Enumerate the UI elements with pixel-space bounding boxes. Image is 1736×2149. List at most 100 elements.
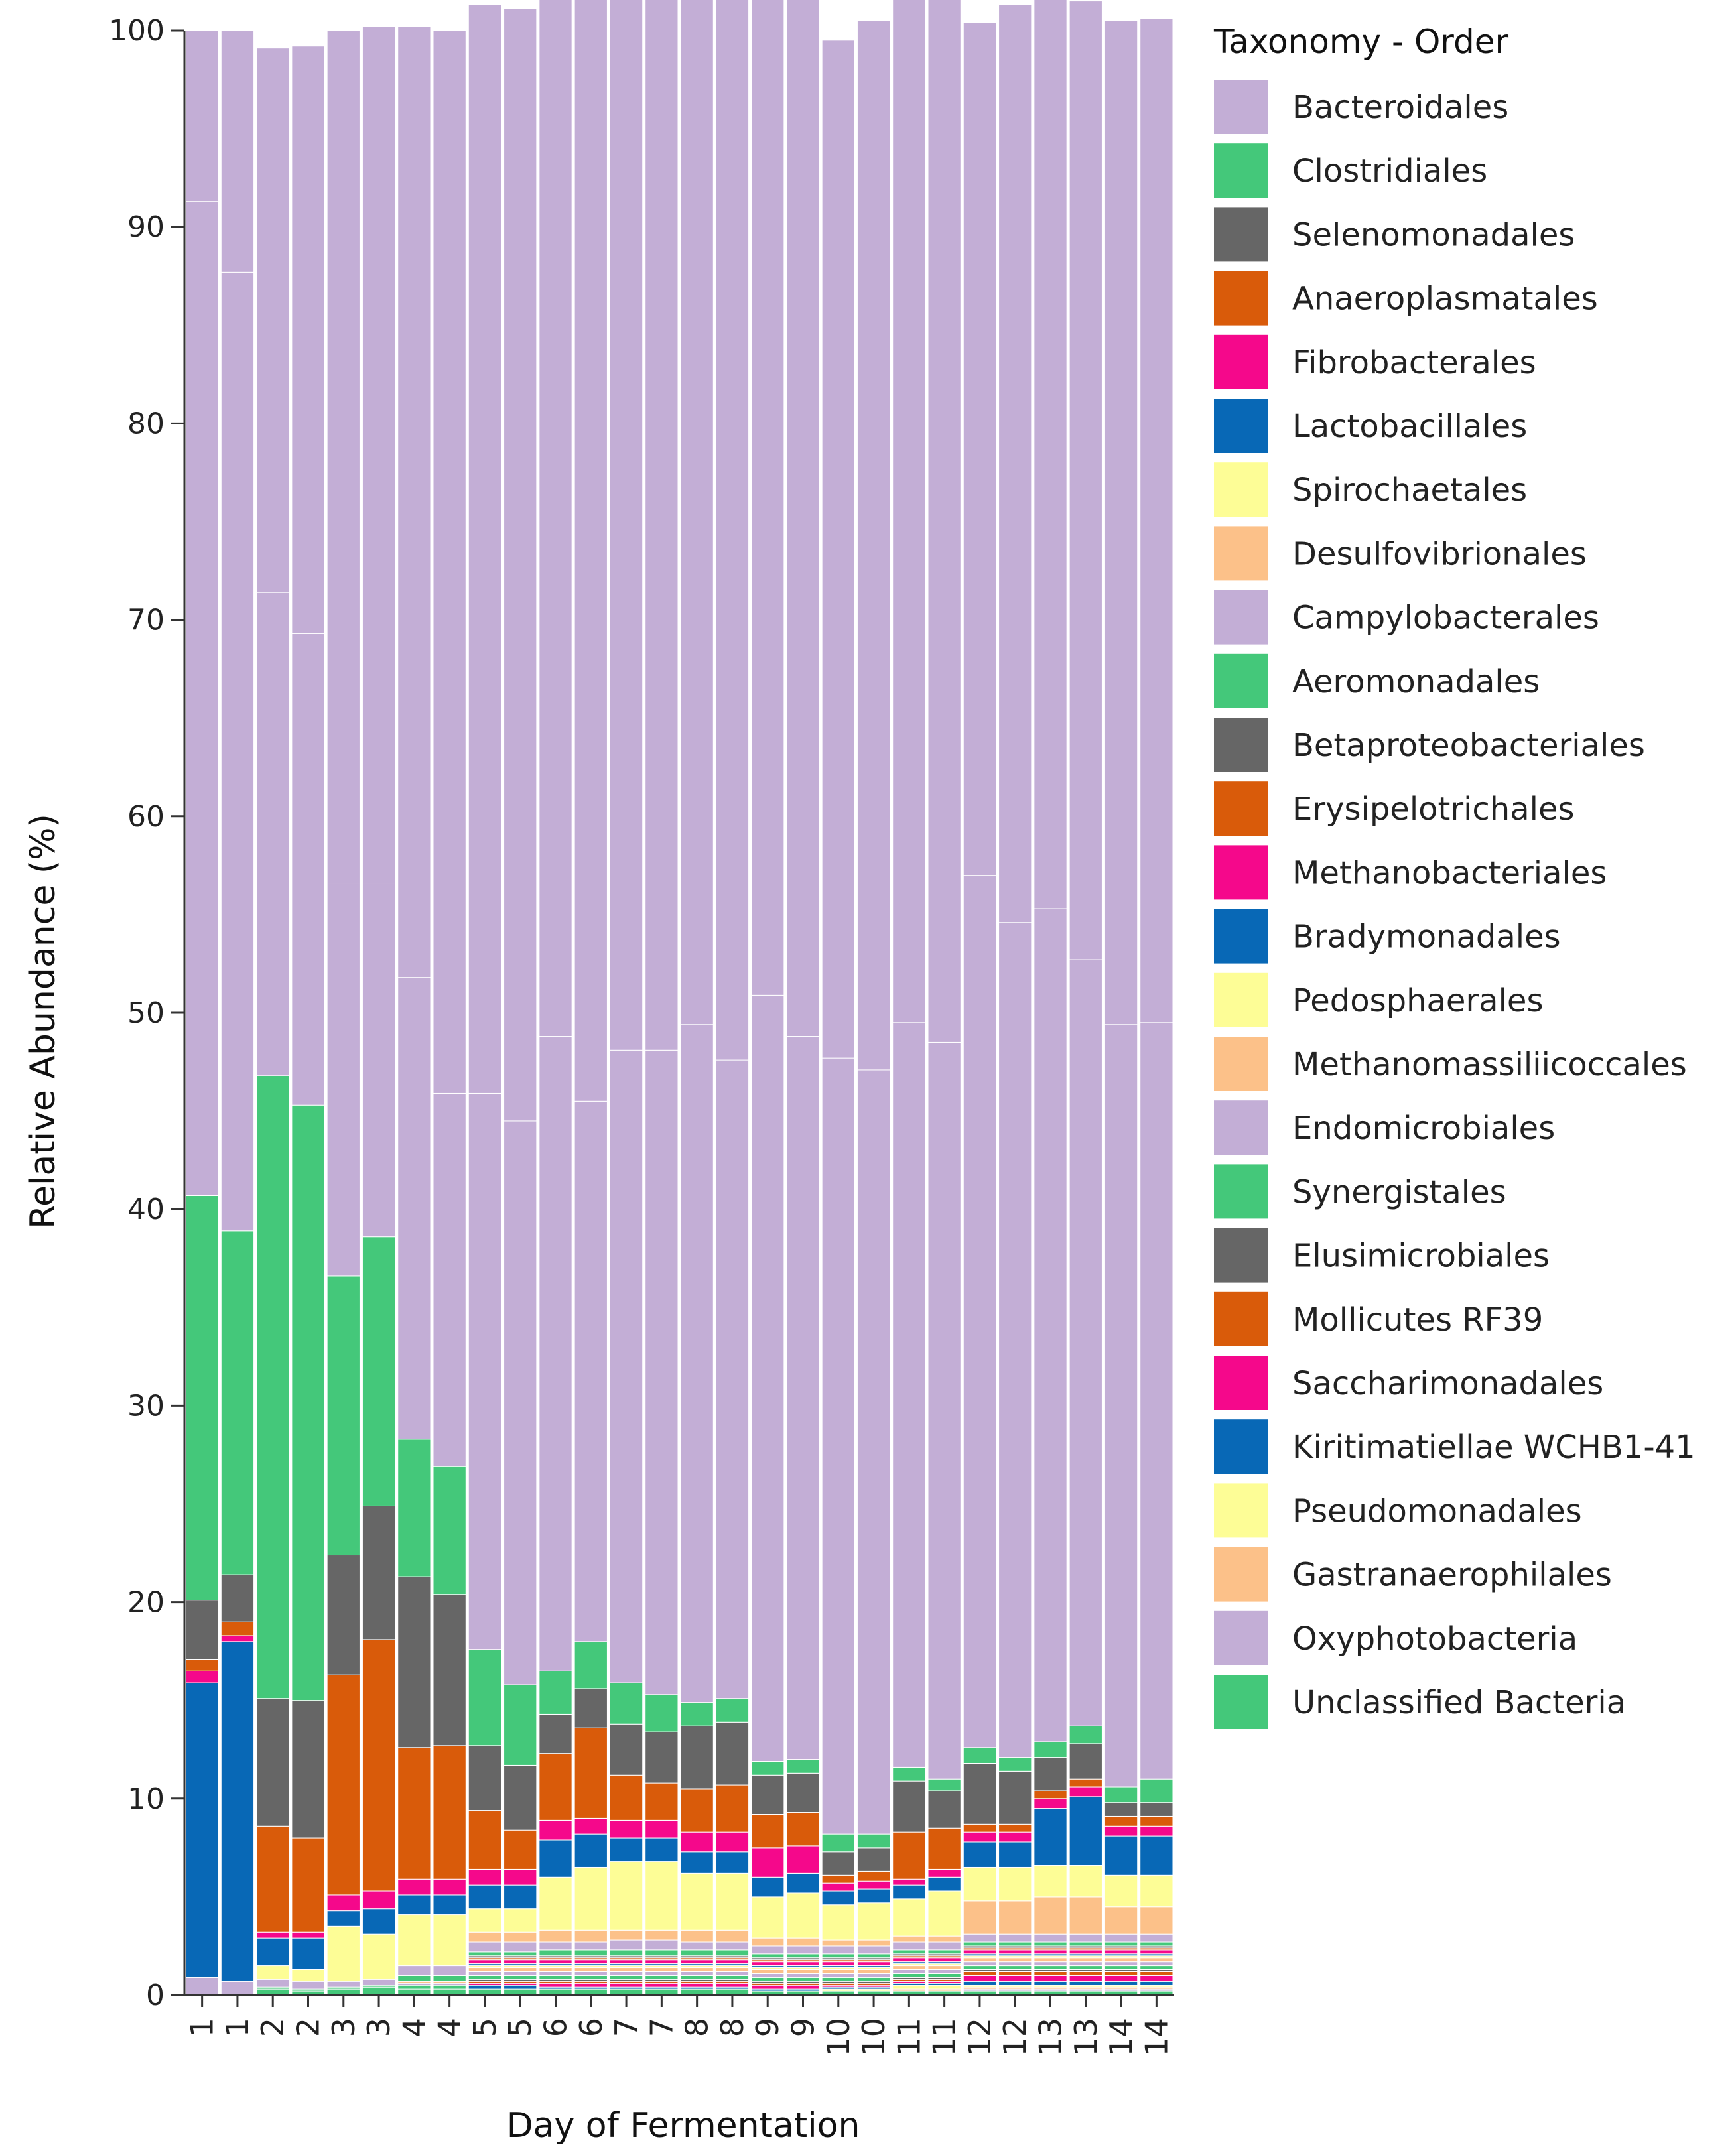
bar-segment-campylobacterales-8 [468,1941,502,1953]
legend-label-spirochaetales: Spirochaetales [1292,472,1527,509]
bar-segment-lactobacillales-10 [539,1839,572,1878]
bar-segment-selenomonadales-1 [220,1574,255,1622]
bar-segment-fibrobacterales-23 [998,1831,1032,1843]
bar-segment-selenomonadales-20 [892,1780,926,1833]
bar-segment-spirochaetales-19 [856,1902,891,1941]
bar-segment-methanobacteriales-25 [1069,1949,1102,1955]
bar-segment-saccharimonadales-17 [786,1985,820,1990]
bar-segment-fibrobacterales-19 [856,1880,891,1890]
x-tick-label: 10 [821,2018,856,2057]
x-tick-label: 14 [1138,2018,1174,2057]
bar-segment-methanobacteriales-21 [927,1957,961,1963]
bar-segment-anaeroplasmatales-7 [433,1745,466,1880]
bar-segment-clostridiales-27 [1140,1778,1173,1803]
bar-segment-clostridiales-16 [751,1761,785,1776]
bar-segment-campylobacterales-26 [1104,1933,1138,1943]
bar-segment-campylobacterales-23 [998,1933,1032,1943]
bar-segment-synergistales-17 [786,1977,820,1982]
bar-segment-spirochaetales-20 [892,1898,926,1937]
bar-segment-desulfovibrionales-12 [609,1929,643,1941]
bar-segment-bacteroidales-13 [645,1049,679,1695]
bar-segment-aeromonadales-25 [1069,1941,1102,1947]
legend-swatch-desulfovibrionales [1214,526,1268,581]
bar-segment-bacteroidales-23 [998,922,1032,1758]
bar-segment-spirochaetales-21 [927,1890,961,1937]
bar-segment-spirochaetales-16 [751,1896,785,1939]
x-tick-label: 3 [326,2018,362,2037]
bar-segment-clostridiales-5 [362,1236,396,1506]
bar-segment-selenomonadales-11 [574,1688,608,1728]
bar-segment-fibrobacterales-22 [963,1831,997,1843]
bar-segment-methanobacteriales-20 [892,1957,926,1963]
bar-segment-synergistales-9 [503,1975,537,1980]
bar-segment-lactobacillales-27 [1140,1835,1173,1876]
bar-segment-campylobacterales-5 [362,1979,396,1986]
bar-segment-campylobacterales-4 [326,1981,360,1988]
bar-segment-kiritimatiellae-wchb1-41-24 [1034,1981,1067,1986]
bar-segment-lactobacillales-20 [892,1884,926,1900]
bar-segment-campylobacterales-22 [963,1933,997,1943]
bar-segment-bacteroidales-7 [433,1092,466,1467]
bar-segment-bacteroidales-3 [291,633,325,1106]
bar-segment-spirochaetales-9 [503,1908,537,1933]
bar-segment-endomicrobiales-24 [1034,1961,1067,1967]
bar-segment-saccharimonadales-23 [998,1975,1032,1982]
bar-segment-saccharimonadales-14 [680,1983,714,1988]
bar-segment-unclassified-bacteria-5 [362,1986,396,1996]
x-tick-label: 1 [220,2018,255,2037]
bar-segment-saccharimonadales-13 [645,1983,679,1988]
y-tick-label: 50 [127,996,165,1030]
bar-segment-aeromonadales-17 [786,1953,820,1959]
bar-segment-methanomassiliicoccales-25 [1069,1957,1102,1963]
x-tick-label: 4 [432,2018,468,2037]
bar-segment-bacteroidales-9 [503,1120,537,1685]
bar-segment-methanomassiliicoccales-15 [715,1967,750,1972]
bar-segment-fibrobacterales-2 [256,1931,290,1939]
bar-segment-clostridiales-9 [503,1684,537,1766]
bar-segment-bacteroidales-11 [574,1100,608,1642]
x-tick-label: 7 [608,2018,644,2037]
bar-segment-desulfovibrionales-27 [1140,1906,1173,1935]
bar-segment-bacteroidales-top-21 [927,0,961,1043]
legend-swatch-mollicutes-rf39 [1214,1291,1268,1346]
bar-segment-fibrobacterales-15 [715,1831,750,1853]
bar-segment-bacteroidales-10 [539,1036,572,1671]
bar-segment-campylobacterales-24 [1034,1933,1067,1943]
x-tick-label: 10 [856,2018,892,2057]
bar-segment-lactobacillales-9 [503,1884,537,1910]
legend-swatch-kiritimatiellae-wchb1-41 [1214,1419,1268,1474]
bar-segment-saccharimonadales-22 [963,1975,997,1982]
bar-segment-anaeroplasmatales-27 [1140,1815,1173,1827]
legend: Taxonomy - Order Bacteroidales Clostridia… [1213,23,1696,1729]
bar-segment-methanobacteriales-14 [680,1959,714,1965]
bar-segment-aeromonadales-21 [927,1949,961,1955]
bar-segment-methanomassiliicoccales-13 [645,1967,679,1972]
bar-segment-bacteroidales-19 [856,1069,891,1835]
bar-segment-synergistales-6 [397,1985,431,1990]
bar-segment-selenomonadales-19 [856,1847,891,1872]
bar-segment-clostridiales-0 [185,1195,219,1601]
bar-segment-campylobacterales-21 [927,1941,961,1951]
bar-segment-lactobacillales-1 [220,1641,255,1982]
bar-segment-anaeroplasmatales-11 [574,1727,608,1819]
bar-segment-fibrobacterales-4 [326,1894,360,1912]
bar-segment-spirochaetales-2 [256,1965,290,1980]
bar-segment-bacteroidales-top-17 [786,0,820,1037]
legend-swatch-pedosphaerales [1214,972,1268,1027]
bar-segment-methanobacteriales-10 [539,1959,572,1965]
bar-segment-fibrobacterales-24 [1034,1798,1067,1809]
legend-swatch-clostridiales [1214,143,1268,198]
bar-segment-endomicrobiales-16 [751,1973,785,1978]
bar-segment-anaeroplasmatales-16 [751,1814,785,1849]
y-tick-label: 70 [127,604,165,637]
bar-segment-campylobacterales-25 [1069,1933,1102,1943]
bar-segment-saccharimonadales-24 [1034,1975,1067,1982]
bar-segment-selenomonadales-7 [433,1594,466,1746]
bar-segment-methanobacteriales-23 [998,1949,1032,1955]
bar-segment-bacteroidales-top-23 [998,4,1032,923]
bar-segment-aeromonadales-20 [892,1949,926,1955]
bar-segment-synergistales-23 [998,1965,1032,1970]
bar-segment-anaeroplasmatales-5 [362,1639,396,1892]
bar-segment-methanomassiliicoccales-8 [468,1967,502,1972]
bar-segment-fibrobacterales-0 [185,1670,219,1683]
